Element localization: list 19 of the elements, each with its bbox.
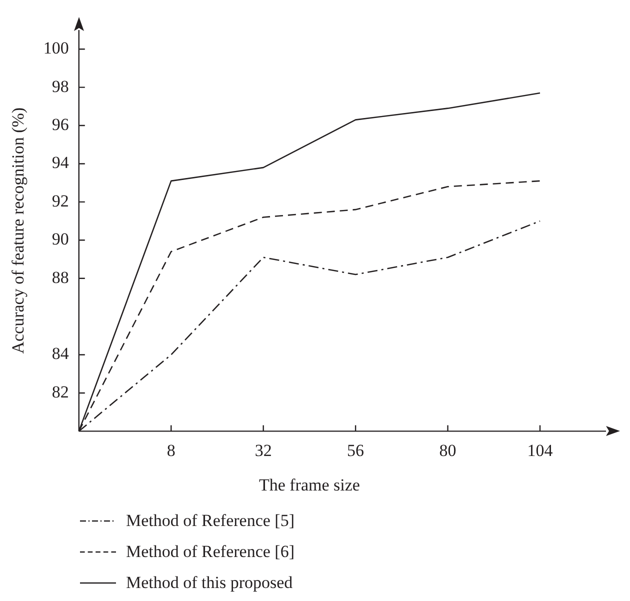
- y-tick-label: 98: [52, 76, 69, 96]
- legend-label: Method of this proposed: [126, 572, 293, 592]
- y-tick-label: 92: [52, 191, 69, 210]
- y-tick-label: 90: [52, 230, 69, 249]
- x-tick-label: 56: [347, 440, 364, 460]
- y-axis-title: Accuracy of feature recognition (%): [8, 107, 28, 354]
- x-tick-label: 8: [166, 440, 176, 460]
- y-tick-label: 94: [52, 153, 70, 172]
- y-tick-label: 88: [52, 268, 69, 287]
- y-tick-label: 96: [52, 114, 69, 134]
- x-tick-label: 104: [527, 440, 554, 460]
- y-tick-label: 100: [43, 38, 69, 58]
- y-tick-label: 82: [52, 382, 69, 402]
- y-tick-label: 84: [52, 344, 70, 364]
- x-tick-label: 80: [439, 440, 456, 460]
- legend-label: Method of Reference [5]: [126, 510, 295, 530]
- x-tick-label: 32: [254, 440, 272, 460]
- x-axis-title: The frame size: [258, 475, 360, 494]
- legend-label: Method of Reference [6]: [126, 542, 295, 562]
